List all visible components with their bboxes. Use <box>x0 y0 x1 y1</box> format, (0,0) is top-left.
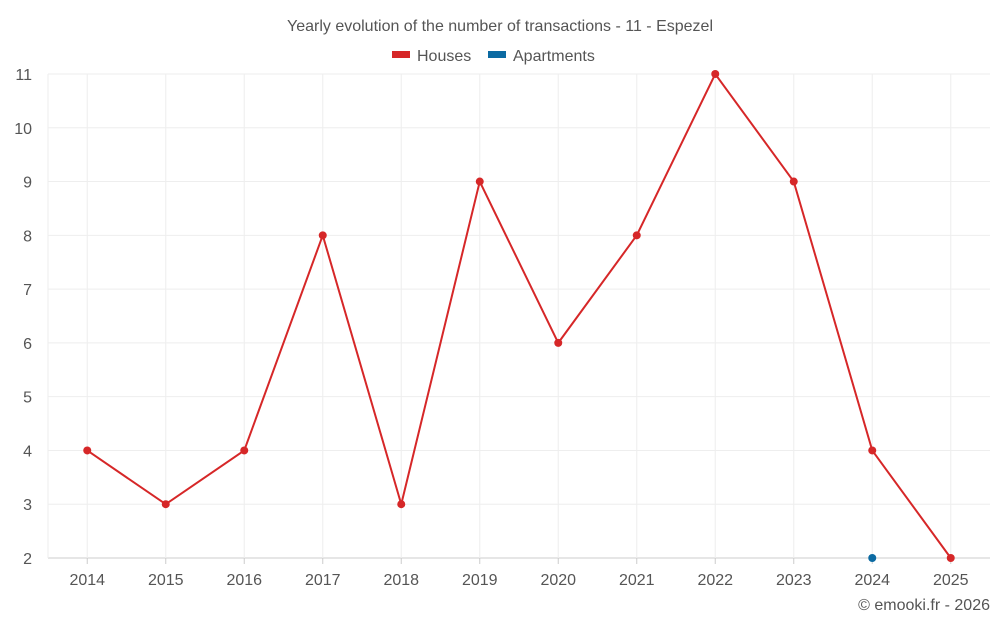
y-axis: 2 3 4 5 6 7 8 9 10 11 <box>14 67 32 568</box>
x-tick-label: 2018 <box>383 572 419 589</box>
y-tick-label: 4 <box>23 443 32 460</box>
y-tick-label: 3 <box>23 497 32 514</box>
x-tick-label: 2015 <box>148 572 184 589</box>
x-tick-label: 2021 <box>619 572 655 589</box>
data-point-houses <box>318 231 327 240</box>
series-line-houses <box>86 72 952 559</box>
data-point-houses <box>83 446 92 455</box>
x-tick-label: 2019 <box>462 572 498 589</box>
x-tick-label: 2024 <box>854 572 890 589</box>
y-tick-label: 5 <box>23 390 32 407</box>
y-tick-label: 9 <box>23 175 32 192</box>
chart-title: Yearly evolution of the number of transa… <box>287 18 713 35</box>
x-tick-label: 2023 <box>776 572 812 589</box>
data-point-houses <box>240 446 249 455</box>
data-point-houses <box>789 177 798 186</box>
legend-label-apartments: Apartments <box>513 48 595 65</box>
data-point-houses <box>397 500 406 509</box>
legend: Houses Apartments <box>392 48 595 65</box>
legend-swatch-houses <box>392 51 410 58</box>
y-tick-label: 11 <box>15 67 32 84</box>
grid <box>47 73 990 564</box>
x-tick-label: 2025 <box>933 572 969 589</box>
x-tick-label: 2016 <box>226 572 262 589</box>
series <box>83 70 955 562</box>
data-point-houses <box>632 231 641 240</box>
data-point-houses <box>475 177 484 186</box>
y-tick-label: 2 <box>23 551 32 568</box>
x-tick-label: 2014 <box>69 572 105 589</box>
x-tick-label: 2017 <box>305 572 341 589</box>
legend-label-houses: Houses <box>417 48 471 65</box>
data-point-houses <box>868 446 877 455</box>
data-point-houses <box>711 70 720 78</box>
data-point-apartments <box>868 554 877 562</box>
y-tick-label: 10 <box>14 121 32 138</box>
x-axis: 2014 2015 2016 2017 2018 2019 2020 2021 2022 2023… <box>69 572 968 589</box>
data-point-houses <box>161 500 170 509</box>
y-tick-label: 6 <box>23 336 32 353</box>
y-tick-label: 7 <box>23 282 32 299</box>
footer-credit: © emooki.fr - 2026 <box>858 597 990 614</box>
x-tick-label: 2022 <box>697 572 733 589</box>
legend-swatch-apartments <box>488 51 506 58</box>
data-point-houses <box>554 338 563 347</box>
y-tick-label: 8 <box>23 228 32 245</box>
x-tick-label: 2020 <box>540 572 576 589</box>
data-point-houses <box>946 554 955 562</box>
